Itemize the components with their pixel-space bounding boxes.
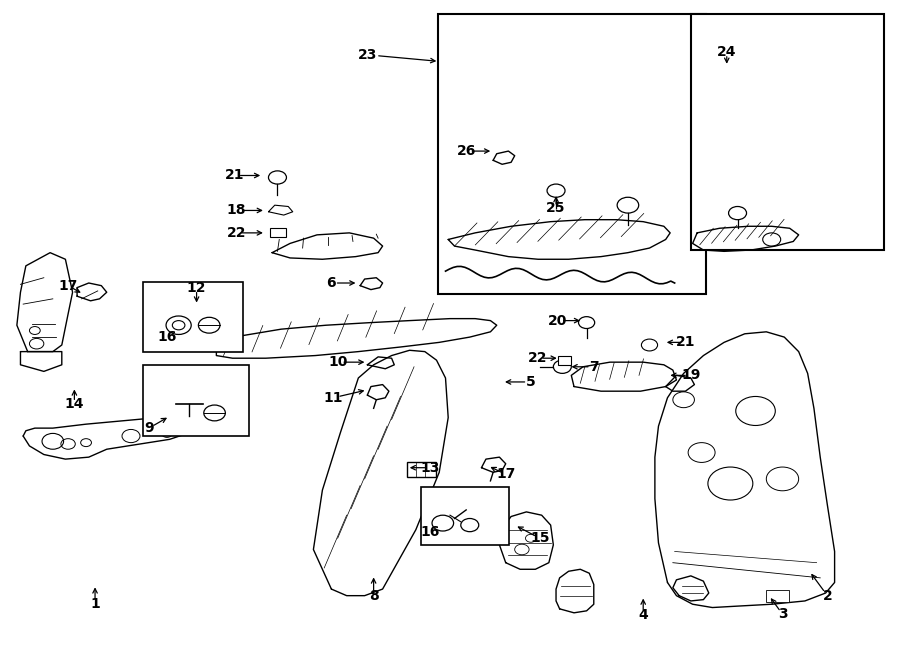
Text: 22: 22 [528, 351, 548, 366]
Text: 18: 18 [227, 204, 246, 217]
Text: 23: 23 [357, 48, 377, 61]
Text: 10: 10 [328, 355, 347, 369]
Bar [143, 282, 243, 352]
Text: 16: 16 [420, 525, 440, 539]
Text: 21: 21 [225, 169, 244, 182]
Text: 26: 26 [456, 144, 476, 158]
Bar [558, 356, 572, 365]
Text: 5: 5 [526, 375, 536, 389]
Text: 9: 9 [144, 421, 154, 435]
Bar [438, 14, 706, 294]
Text: 3: 3 [778, 607, 788, 621]
Text: 17: 17 [496, 467, 516, 481]
Text: 1: 1 [90, 598, 100, 611]
Text: 25: 25 [546, 202, 566, 215]
Text: 14: 14 [65, 397, 84, 411]
Bar [766, 590, 788, 602]
Text: 20: 20 [548, 313, 568, 328]
Bar [270, 227, 286, 237]
Bar [143, 365, 248, 436]
Text: 13: 13 [420, 461, 440, 475]
Text: 7: 7 [589, 360, 598, 373]
Bar [407, 463, 436, 477]
Text: 19: 19 [681, 368, 700, 382]
Text: 17: 17 [58, 279, 77, 293]
Text: 21: 21 [676, 335, 695, 350]
Text: 12: 12 [187, 281, 206, 295]
Bar [421, 487, 509, 545]
Text: 8: 8 [369, 589, 379, 603]
Text: 11: 11 [323, 391, 343, 405]
Text: 6: 6 [327, 276, 337, 290]
Text: 15: 15 [530, 531, 550, 545]
Text: 24: 24 [717, 45, 736, 59]
Text: 22: 22 [227, 226, 246, 240]
Text: 2: 2 [823, 589, 832, 603]
Text: 16: 16 [158, 330, 176, 344]
Bar [691, 14, 884, 250]
Text: 4: 4 [638, 609, 648, 623]
Bar [216, 327, 232, 345]
